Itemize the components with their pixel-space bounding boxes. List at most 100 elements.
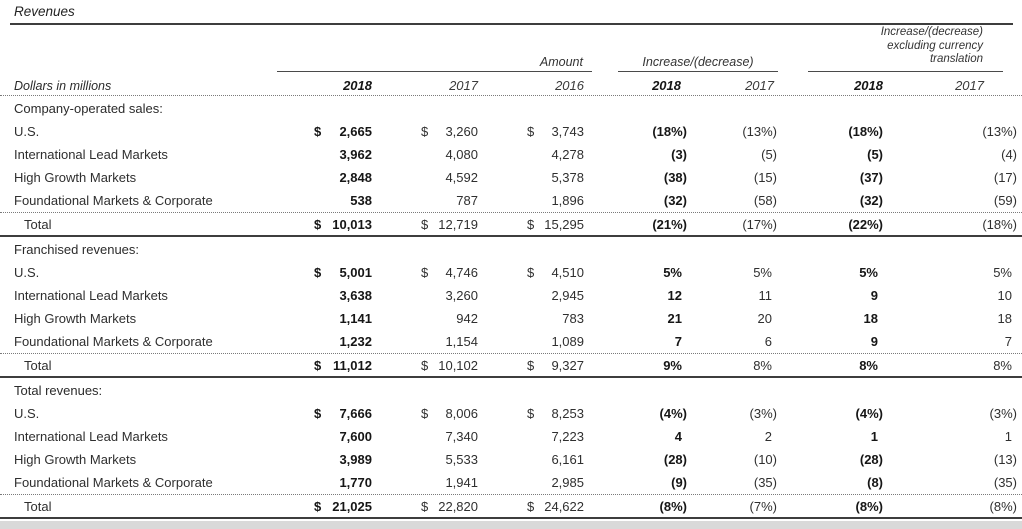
excluding-2017-value: (35)	[993, 475, 1017, 490]
excluding-2018-cell: (32)	[783, 193, 889, 208]
bottom-page-edge	[0, 521, 1022, 529]
amount-2018-cell: $21,025	[270, 499, 378, 514]
table-row: Foundational Markets & Corporate 538 787…	[0, 189, 1022, 212]
excluding-2017-cell: 7	[889, 334, 1022, 349]
excluding-2018-value: 5%	[859, 265, 878, 280]
increase-2018-value: (8%)	[659, 498, 687, 514]
excluding-2018-cell: (18%)	[783, 124, 889, 139]
increase-2017-value: (5)	[761, 147, 777, 162]
amount-2017-value: 4,746	[445, 265, 478, 280]
increase-2017-cell: (17%)	[693, 217, 783, 232]
excluding-2017-cell: 5%	[889, 265, 1022, 280]
section-heading: Franchised revenues:	[14, 241, 140, 257]
amount-2017-cell: $10,102	[378, 358, 484, 373]
increase-2017-cell: (10)	[693, 452, 783, 467]
row-label: U.S.	[14, 406, 40, 421]
year-header-amount-2018: 2018	[343, 78, 372, 93]
increase-2017-value: (3%)	[749, 406, 777, 421]
amount-2016-cell: 2,945	[484, 288, 590, 303]
amount-2018-value: 7,666	[339, 406, 372, 421]
amount-2016-value: 2,985	[551, 475, 584, 490]
excluding-2017-value: 8%	[993, 357, 1012, 373]
amount-2018-value: 3,989	[339, 452, 372, 467]
increase-2018-value: 21	[667, 311, 682, 326]
amount-2018-value: 1,232	[339, 334, 372, 349]
excluding-2017-cell: (59)	[889, 193, 1022, 208]
amount-2016-cell: 5,378	[484, 170, 590, 185]
excluding-2018-cell: (8)	[783, 475, 889, 490]
amount-2017-value: 7,340	[445, 429, 478, 444]
amount-2016-value: 6,161	[551, 452, 584, 467]
row-label: Foundational Markets & Corporate	[14, 193, 213, 208]
amount-2017-value: 1,941	[445, 475, 478, 490]
increase-2017-value: 6	[764, 334, 772, 349]
increase-2018-cell: (38)	[590, 170, 693, 185]
increase-2018-value: (21%)	[652, 216, 687, 232]
row-label: International Lead Markets	[14, 429, 168, 444]
increase-2017-value: (13%)	[742, 124, 777, 139]
amount-2016-value: 1,896	[551, 193, 584, 208]
amount-2018-value: 5,001	[339, 265, 372, 280]
dollar-sign: $	[527, 216, 535, 232]
table-row: High Growth Markets 1,141 942 783 21 20 …	[0, 307, 1022, 330]
excluding-2017-value: (18%)	[982, 216, 1017, 232]
amount-2017-cell: 3,260	[378, 288, 484, 303]
amount-2016-cell: $9,327	[484, 358, 590, 373]
dollars-in-millions-note: Dollars in millions	[14, 79, 112, 93]
dollar-sign: $	[314, 124, 322, 139]
row-label: International Lead Markets	[14, 147, 168, 162]
increase-2018-value: (28)	[663, 452, 687, 467]
amount-2017-value: 5,533	[445, 452, 478, 467]
amount-2016-value: 2,945	[551, 288, 584, 303]
amount-2016-value: 8,253	[551, 406, 584, 421]
col-group-excluding-line3: translation	[929, 53, 983, 65]
increase-2018-cell: 7	[590, 334, 693, 349]
dollar-sign: $	[527, 406, 535, 421]
year-header-excluding-2017: 2017	[955, 78, 984, 93]
excluding-2017-value: 7	[1004, 334, 1012, 349]
amount-2017-cell: 787	[378, 193, 484, 208]
increase-2017-value: 5%	[753, 265, 772, 280]
amount-2017-cell: $3,260	[378, 124, 484, 139]
excluding-2018-value: (28)	[859, 452, 883, 467]
amount-2016-cell: 2,985	[484, 475, 590, 490]
increase-2017-cell: (15)	[693, 170, 783, 185]
amount-2017-value: 1,154	[445, 334, 478, 349]
amount-2016-value: 5,378	[551, 170, 584, 185]
increase-2018-cell: 9%	[590, 358, 693, 373]
amount-2018-cell: 538	[270, 193, 378, 208]
increase-2018-cell: (18%)	[590, 124, 693, 139]
table-row: International Lead Markets 3,962 4,080 4…	[0, 143, 1022, 166]
increase-2018-cell: 4	[590, 429, 693, 444]
excluding-2017-value: 5%	[993, 265, 1012, 280]
excluding-2017-cell: (4)	[889, 147, 1022, 162]
table-total-row: Total $21,025 $22,820 $24,622 (8%) (7%) …	[0, 494, 1022, 519]
section-rows: U.S. $5,001 $4,746 $4,510 5% 5% 5% 5% In…	[0, 261, 1022, 378]
excluding-2018-value: 1	[870, 429, 878, 444]
top-rule	[10, 23, 1013, 25]
excluding-2018-cell: 9	[783, 288, 889, 303]
increase-2018-cell: 5%	[590, 265, 693, 280]
increase-2017-cell: 6	[693, 334, 783, 349]
amount-2018-value: 3,962	[339, 147, 372, 162]
amount-2016-cell: $8,253	[484, 406, 590, 421]
amount-2017-cell: 4,592	[378, 170, 484, 185]
increase-2018-cell: 12	[590, 288, 693, 303]
increase-2017-value: (58)	[753, 193, 777, 208]
increase-2018-value: (32)	[663, 193, 687, 208]
dollar-sign: $	[527, 498, 535, 514]
amount-2018-cell: $7,666	[270, 406, 378, 421]
table-section: Company-operated sales: U.S. $2,665 $3,2…	[0, 96, 1022, 237]
excluding-2018-value: (8)	[867, 475, 883, 490]
dollar-sign: $	[527, 265, 535, 280]
table-row: U.S. $5,001 $4,746 $4,510 5% 5% 5% 5%	[0, 261, 1022, 284]
excluding-2017-cell: (17)	[889, 170, 1022, 185]
amount-2016-value: 15,295	[544, 216, 584, 232]
section-rows: U.S. $7,666 $8,006 $8,253 (4%) (3%) (4%)…	[0, 402, 1022, 519]
amount-2016-cell: 6,161	[484, 452, 590, 467]
year-header-amount-2017: 2017	[449, 78, 478, 93]
amount-2017-value: 10,102	[438, 357, 478, 373]
amount-2016-value: 7,223	[551, 429, 584, 444]
dollar-sign: $	[421, 124, 429, 139]
increase-2018-value: (3)	[671, 147, 687, 162]
